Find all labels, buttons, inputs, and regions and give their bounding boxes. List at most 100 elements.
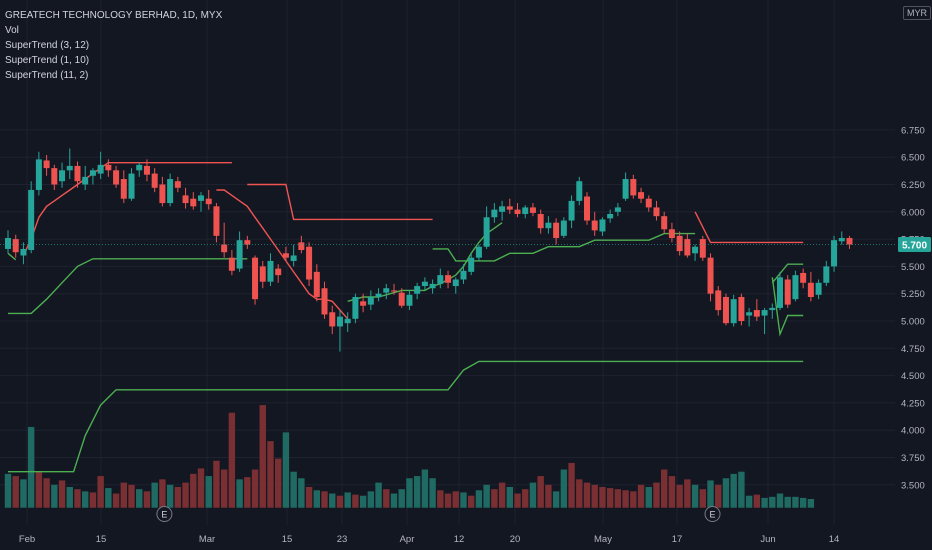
volume-bar (738, 471, 745, 508)
supertrend-1-10-line (8, 258, 248, 315)
price-tick-label: 4.500 (901, 371, 925, 382)
volume-bar (213, 460, 220, 508)
chart-title: GREATECH TECHNOLOGY BERHAD, 1D, MYX (5, 10, 223, 21)
candle-body (499, 206, 506, 212)
supertrend-1-10-line (247, 183, 433, 221)
volume-bar (406, 478, 413, 508)
candle-body (306, 246, 313, 280)
volume-bar (136, 489, 143, 508)
candle-body (645, 198, 652, 208)
volume-bar (761, 497, 768, 508)
volume-bar (89, 492, 97, 508)
candle-body (607, 213, 614, 219)
candle-body (198, 195, 204, 201)
volume-bar (715, 484, 722, 508)
price-tick-label: 5.000 (901, 317, 925, 328)
candle-body (89, 170, 96, 176)
candle-body (738, 296, 745, 321)
volume-bar (444, 493, 452, 508)
candle-body (267, 260, 274, 282)
volume-bar (560, 469, 568, 508)
candle-body (221, 244, 228, 253)
candle-body (638, 192, 645, 199)
candle-body (120, 179, 127, 199)
volume-bar (606, 488, 614, 508)
candle-body (321, 288, 328, 315)
supertrend-3-12-line (7, 252, 17, 261)
candle-body (136, 164, 143, 171)
volume-bar (483, 484, 490, 508)
legend: GREATECH TECHNOLOGY BERHAD, 1D, MYX Vol … (5, 8, 222, 83)
price-tick-label: 4.750 (901, 344, 925, 355)
candle-body (383, 288, 390, 293)
volume-bar (622, 490, 629, 508)
candle-body (537, 213, 544, 229)
volume-bar (190, 473, 197, 508)
candle-body (800, 272, 807, 283)
volume-bar (522, 489, 529, 508)
candle-body (28, 189, 35, 251)
volume-bar (244, 477, 251, 508)
candle-body (375, 293, 382, 297)
time-tick-label: 20 (510, 534, 521, 545)
candle-body (792, 275, 799, 300)
time-tick-label: 15 (96, 534, 107, 545)
candle-body (777, 277, 783, 308)
volume-bar (159, 479, 166, 508)
candle-body (190, 198, 197, 207)
volume-bar (576, 479, 583, 508)
legend-supertrend-3-12: SuperTrend (3, 12) (5, 40, 90, 51)
volume-bar (35, 471, 43, 508)
legend-vol: Vol (5, 25, 19, 36)
candle-body (553, 222, 560, 239)
volume-bar (197, 468, 205, 508)
candle-body (151, 173, 158, 188)
candle-body (769, 307, 776, 311)
volume-bar (792, 496, 799, 508)
last-price-label: 5.700 (902, 241, 927, 252)
currency-badge[interactable]: MYR (903, 6, 931, 20)
candle-body (59, 170, 66, 182)
candle-body (707, 257, 714, 294)
time-tick-label: 12 (454, 534, 465, 545)
volume-bar (352, 494, 359, 508)
volume-bar (251, 469, 259, 508)
price-tick-label: 6.250 (901, 180, 925, 191)
legend-supertrend-11-2: SuperTrend (11, 2) (5, 70, 89, 81)
volume-bar (329, 493, 336, 508)
time-tick-label: 14 (829, 534, 840, 545)
volume-bar (383, 489, 390, 508)
supertrend-1-10-line (432, 232, 696, 262)
volume-bar (730, 473, 737, 508)
volume-bar (174, 486, 182, 508)
candle-body (699, 239, 706, 258)
price-tick-label: 3.750 (901, 453, 925, 464)
candle-body (506, 206, 513, 210)
volume-bar (290, 471, 297, 508)
volume-bar (653, 482, 660, 508)
candle-body (823, 266, 830, 283)
volume-bar (506, 486, 513, 508)
volume-bar (375, 482, 382, 508)
volume-bar (228, 412, 236, 508)
volume-bar (298, 478, 305, 508)
volume-bar (313, 490, 320, 508)
candle-body (429, 283, 436, 289)
supertrend-3-12-line (22, 161, 232, 256)
candle-body (668, 229, 675, 239)
candle-body (730, 299, 737, 324)
candle-body (445, 275, 452, 283)
volume-bar (537, 476, 544, 508)
volume-bar (676, 484, 683, 508)
volume-bar (51, 484, 58, 508)
volume-bar (151, 482, 158, 508)
candle-body (514, 209, 521, 214)
supertrend-3-12-line (771, 263, 804, 284)
time-tick-label: Jun (760, 534, 775, 545)
volume-bar (707, 480, 714, 508)
volume-bar (398, 489, 405, 508)
candle-body (414, 286, 421, 294)
candle-body (529, 207, 536, 213)
